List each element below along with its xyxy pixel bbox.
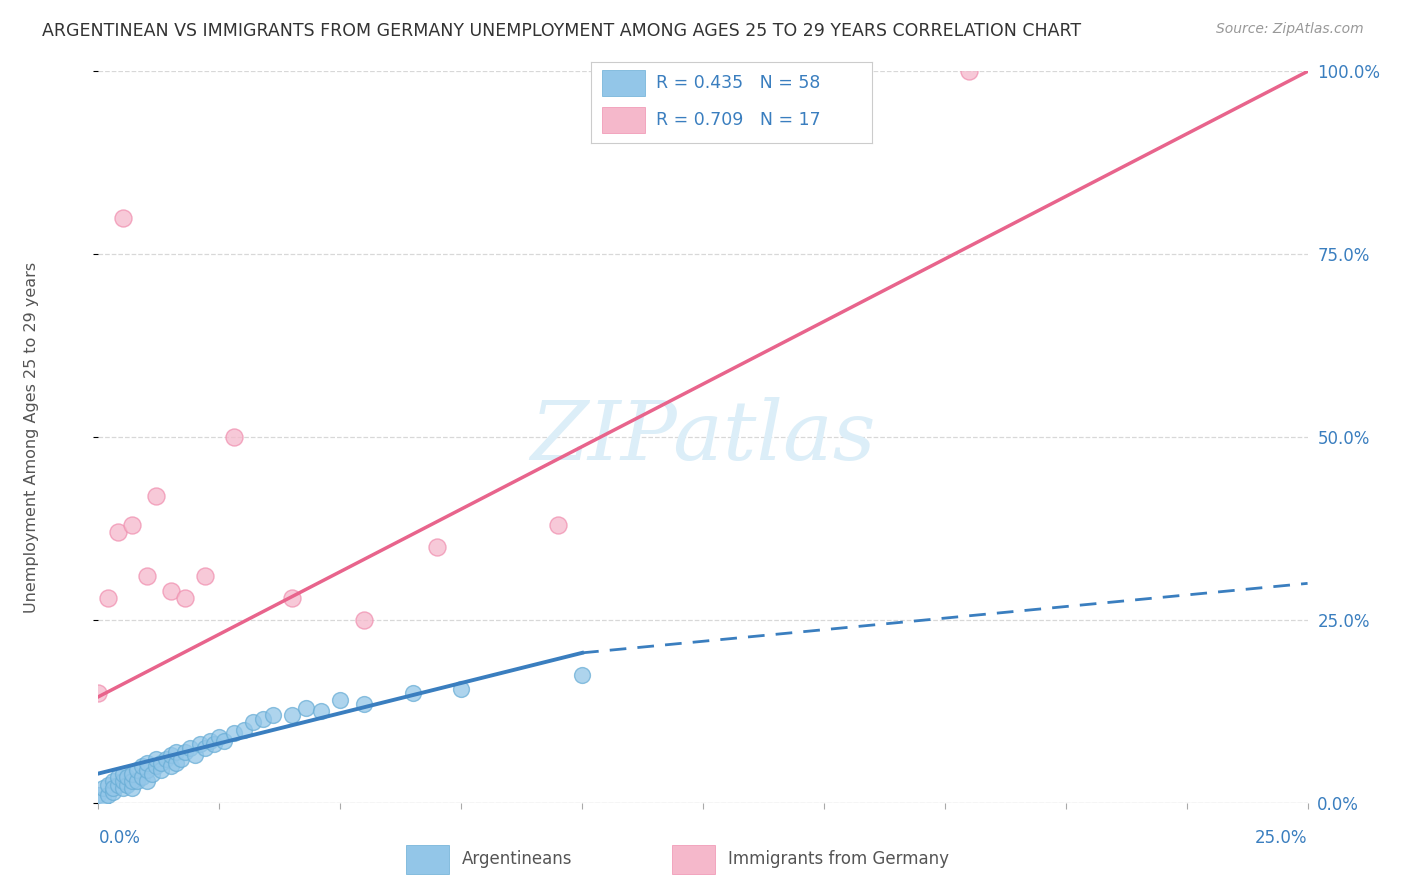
Text: Immigrants from Germany: Immigrants from Germany (728, 849, 949, 868)
Point (107, 777, 129, 792)
Point (101, 781, 124, 796)
Point (165, 756, 187, 770)
Point (97, 591, 120, 605)
Point (204, 737, 226, 751)
Point (222, 430, 245, 444)
Point (547, 517, 569, 532)
Point (174, 591, 197, 605)
Point (135, 569, 157, 583)
Text: 0.0%: 0.0% (98, 829, 141, 847)
Text: R = 0.435   N = 58: R = 0.435 N = 58 (657, 74, 821, 92)
Point (450, 682, 472, 697)
Point (281, 591, 304, 605)
Point (121, 773, 143, 788)
Point (87, 686, 110, 700)
Point (111, 773, 134, 788)
Text: ARGENTINEAN VS IMMIGRANTS FROM GERMANY UNEMPLOYMENT AMONG AGES 25 TO 29 YEARS CO: ARGENTINEAN VS IMMIGRANTS FROM GERMANY U… (42, 22, 1081, 40)
Point (571, 667, 593, 681)
Point (160, 583, 183, 598)
Point (87, 789, 110, 803)
Point (242, 715, 264, 730)
Text: 25.0%: 25.0% (1256, 829, 1308, 847)
Point (184, 748, 207, 763)
Text: Source: ZipAtlas.com: Source: ZipAtlas.com (1216, 22, 1364, 37)
Point (111, 781, 134, 796)
Point (131, 770, 153, 784)
Point (281, 708, 304, 723)
Point (179, 740, 201, 755)
Point (111, 211, 134, 225)
Point (145, 759, 167, 773)
Point (212, 733, 235, 747)
Point (131, 759, 153, 773)
Point (160, 759, 183, 773)
Point (208, 730, 231, 744)
Text: ZIPatlas: ZIPatlas (530, 397, 876, 477)
Point (174, 745, 197, 759)
Point (353, 613, 375, 627)
Point (117, 777, 139, 792)
Point (141, 766, 163, 780)
Bar (602, 107, 645, 133)
Text: Unemployment Among Ages 25 to 29 years: Unemployment Among Ages 25 to 29 years (24, 261, 39, 613)
Point (353, 697, 375, 711)
Point (165, 745, 187, 759)
Point (121, 766, 143, 780)
Point (194, 740, 217, 755)
Point (194, 569, 217, 583)
Text: R = 0.709   N = 17: R = 0.709 N = 17 (657, 112, 821, 129)
Point (97, 777, 120, 792)
Point (135, 756, 157, 770)
Point (188, 737, 211, 751)
Point (222, 726, 245, 740)
Point (111, 766, 134, 780)
Bar (602, 70, 645, 96)
Point (155, 752, 177, 766)
Point (121, 781, 143, 796)
Text: Argentineans: Argentineans (461, 849, 572, 868)
Point (107, 770, 129, 784)
Point (262, 708, 284, 723)
Point (252, 712, 274, 726)
Point (957, 64, 980, 78)
Point (101, 773, 124, 788)
Point (145, 752, 167, 766)
Point (169, 752, 191, 766)
Point (232, 723, 254, 737)
Point (426, 540, 449, 554)
Point (135, 763, 157, 777)
Point (198, 733, 221, 747)
Point (127, 773, 149, 788)
Point (97, 789, 120, 803)
Point (309, 705, 332, 719)
Point (91, 781, 114, 796)
Point (91, 792, 114, 806)
Point (150, 763, 173, 777)
Point (135, 773, 157, 788)
Bar (406, 845, 450, 874)
Point (329, 693, 352, 707)
Point (127, 763, 149, 777)
Point (101, 785, 124, 799)
Point (145, 489, 167, 503)
Point (160, 748, 183, 763)
Point (107, 525, 129, 540)
Point (402, 686, 425, 700)
Point (765, 64, 787, 78)
Point (295, 700, 318, 714)
Bar (672, 845, 716, 874)
Point (150, 756, 173, 770)
Point (121, 517, 143, 532)
Point (117, 770, 139, 784)
